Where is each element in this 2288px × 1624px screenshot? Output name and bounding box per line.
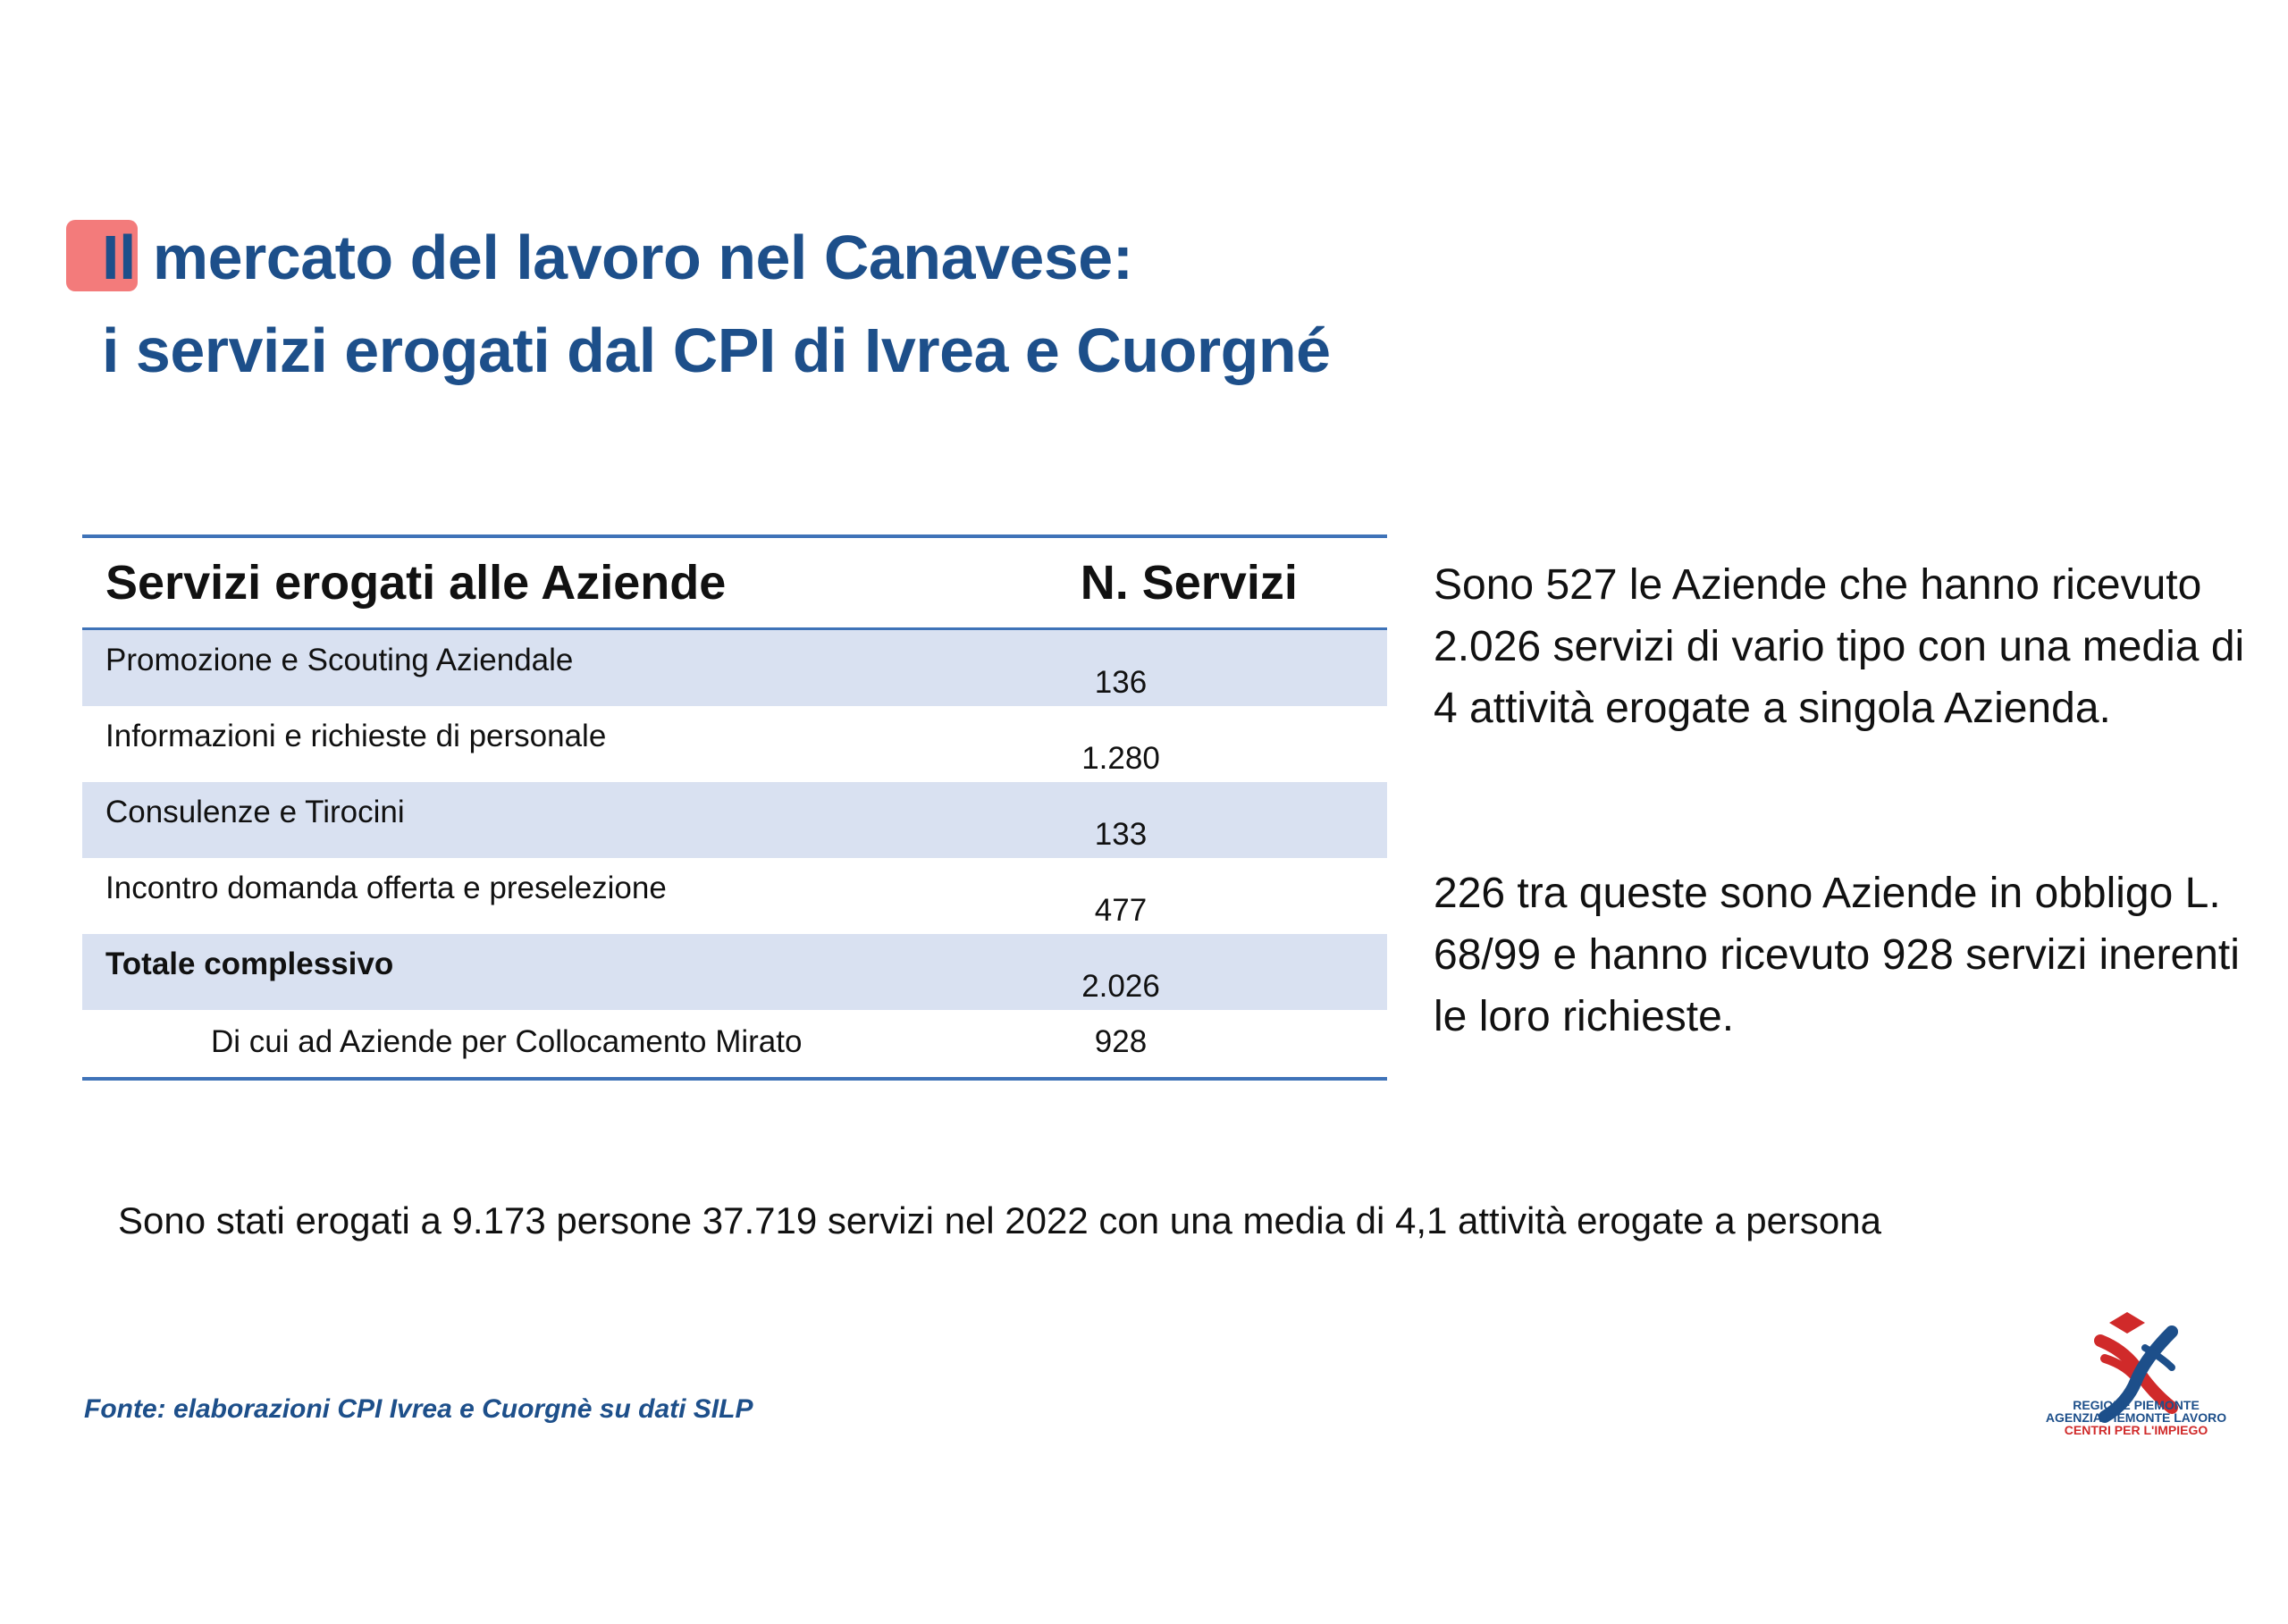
row-label: Informazioni e richieste di personale [105, 719, 607, 753]
row-label: Totale complessivo [105, 947, 394, 981]
table-row: Promozione e Scouting Aziendale 136 [82, 630, 1387, 706]
logo-text-line1: REGIONE PIEMONTE [2073, 1398, 2200, 1412]
regione-piemonte-logo-icon [2094, 1312, 2178, 1423]
side-paragraph-1: Sono 527 le Aziende che hanno ricevuto 2… [1434, 561, 2245, 732]
side-paragraph-2: 226 tra queste sono Aziende in obbligo L… [1434, 870, 2240, 1040]
table-row: Informazioni e richieste di personale 1.… [82, 706, 1387, 782]
row-label: Di cui ad Aziende per Collocamento Mirat… [211, 1024, 803, 1059]
table-row-total: Totale complessivo 2.026 [82, 934, 1387, 1010]
row-value: 136 [1094, 665, 1148, 700]
row-value: 133 [1094, 817, 1148, 852]
table-bottom-rule [82, 1077, 1387, 1081]
title-accent-marker [66, 220, 138, 291]
row-label: Incontro domanda offerta e preselezione [105, 871, 667, 905]
summary-text: Sono stati erogati a 9.173 persone 37.71… [118, 1199, 1881, 1241]
header-count: N. Servizi [1080, 556, 1298, 610]
table-row: Incontro domanda offerta e preselezione … [82, 858, 1387, 934]
table-top-rule [82, 534, 1387, 538]
row-label: Consulenze e Tirocini [105, 795, 405, 829]
table-header-rule [82, 627, 1387, 630]
logo-text-line2: AGENZIA PIEMONTE LAVORO [2045, 1410, 2227, 1425]
row-value: 2.026 [1081, 969, 1160, 1004]
row-value: 928 [1094, 1024, 1148, 1059]
row-label: Promozione e Scouting Aziendale [105, 643, 574, 677]
logo-text-line3: CENTRI PER L'IMPIEGO [2064, 1423, 2208, 1437]
row-value: 1.280 [1081, 741, 1160, 776]
source-note: Fonte: elaborazioni CPI Ivrea e Cuorgnè … [84, 1394, 753, 1424]
table-row-subtotal: Di cui ad Aziende per Collocamento Mirat… [82, 1010, 1387, 1077]
services-table: Servizi erogati alle Aziende N. Servizi … [82, 534, 1387, 1081]
page-title-line1: Il mercato del lavoro nel Canavese: [102, 223, 1133, 292]
header-services: Servizi erogati alle Aziende [105, 556, 727, 610]
table-header: Servizi erogati alle Aziende N. Servizi [82, 538, 1387, 627]
table-row: Consulenze e Tirocini 133 [82, 782, 1387, 858]
page-title-line2: i servizi erogati dal CPI di Ivrea e Cuo… [102, 316, 1331, 385]
row-value: 477 [1094, 893, 1148, 928]
